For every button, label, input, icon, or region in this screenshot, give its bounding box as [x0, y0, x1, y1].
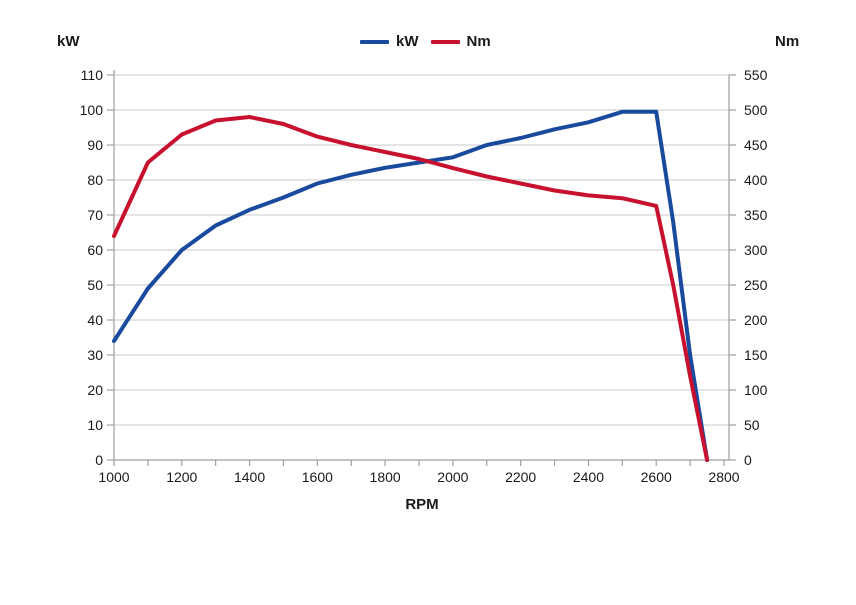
left-axis-tick-label: 70 [87, 207, 103, 223]
x-axis-tick-label: 2200 [505, 469, 536, 485]
legend-line-swatch-kw [360, 40, 389, 44]
right-axis-tick-label: 300 [744, 242, 768, 258]
legend-line-swatch-nm [430, 40, 460, 44]
right-axis-tick-label: 350 [744, 207, 768, 223]
left-axis-title: kW [57, 33, 80, 50]
right-axis-tick-label: 100 [744, 382, 768, 398]
left-axis-tick-label: 40 [87, 312, 103, 328]
left-axis-tick-label: 10 [87, 417, 103, 433]
left-axis-tick-label: 30 [87, 347, 103, 363]
right-axis-tick-label: 50 [744, 417, 760, 433]
legend-item-nm: Nm [430, 33, 491, 50]
x-axis-tick-label: 2000 [437, 469, 468, 485]
x-axis-tick-label: 2400 [573, 469, 604, 485]
x-axis-tick-label: 1400 [234, 469, 265, 485]
x-axis-title: RPM [405, 496, 439, 513]
right-axis-tick-label: 500 [744, 102, 768, 118]
nm-curve [112, 115, 710, 462]
right-axis-tick-label: 0 [744, 452, 752, 468]
left-axis-tick-label: 90 [87, 137, 103, 153]
left-axis-tick-label: 60 [87, 242, 103, 258]
right-axis-tick-label: 400 [744, 172, 768, 188]
x-axis-tick-label: 1000 [98, 469, 129, 485]
legend-item-kw: kW [360, 34, 419, 50]
left-axis-tick-label: 110 [81, 67, 104, 83]
chart-legend: kW Nm [360, 34, 491, 50]
x-axis-tick-label: 2800 [708, 469, 739, 485]
left-axis-tick-label: 80 [87, 172, 103, 188]
x-axis-tick-label: 1600 [302, 469, 333, 485]
legend-label-kw: kW [396, 33, 419, 50]
x-axis-tick-label: 1200 [166, 469, 197, 485]
right-axis-title: Nm [775, 33, 800, 50]
x-axis-tick-label: 1800 [370, 469, 401, 485]
kw-curve [112, 109, 710, 462]
left-axis-tick-label: 0 [95, 452, 103, 468]
right-axis-tick-label: 200 [744, 312, 768, 328]
left-axis-tick-label: 20 [87, 382, 103, 398]
left-axis-tick-label: 50 [87, 277, 103, 293]
left-axis-tick-label: 100 [80, 102, 104, 118]
legend-label-nm: Nm [466, 33, 491, 50]
right-axis-tick-label: 250 [744, 277, 768, 293]
right-axis-tick-label: 550 [744, 67, 768, 83]
x-axis-tick-label: 2600 [641, 469, 672, 485]
right-axis-tick-label: 150 [744, 347, 768, 363]
right-axis-tick-label: 450 [744, 137, 768, 153]
